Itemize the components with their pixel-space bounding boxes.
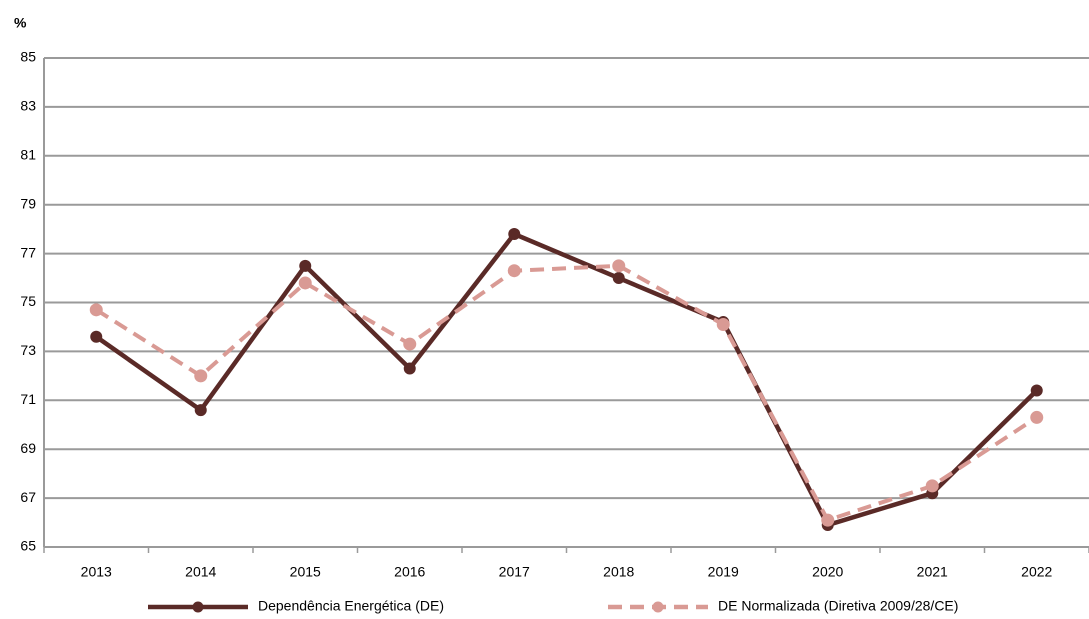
data-point <box>1030 384 1043 397</box>
x-tick-label: 2022 <box>1021 564 1052 580</box>
data-point <box>612 272 625 285</box>
data-point <box>821 513 835 527</box>
data-point <box>507 264 521 278</box>
series-line <box>94 231 1039 528</box>
y-tick-label: 79 <box>20 195 36 211</box>
x-tick-label: 2016 <box>394 564 425 580</box>
data-point <box>194 369 208 383</box>
x-tick-label: 2013 <box>81 564 112 580</box>
y-tick-label: 77 <box>20 244 36 260</box>
data-point <box>612 259 626 273</box>
y-tick-label: 81 <box>20 147 36 163</box>
y-tick-label: 69 <box>20 440 36 456</box>
y-tick-label: 71 <box>20 391 36 407</box>
data-point <box>925 479 939 493</box>
legend-label: DE Normalizada (Diretiva 2009/28/CE) <box>718 598 958 614</box>
data-point <box>403 362 416 375</box>
data-point <box>1030 410 1044 424</box>
x-tick-label: 2017 <box>499 564 530 580</box>
legend-marker <box>192 601 204 613</box>
data-point <box>194 404 207 417</box>
y-tick-label: 85 <box>20 49 36 65</box>
y-tick-label: 75 <box>20 293 36 309</box>
x-tick-label: 2020 <box>812 564 843 580</box>
x-tick-label: 2014 <box>185 564 216 580</box>
x-tick-label: 2015 <box>290 564 321 580</box>
data-point <box>298 276 312 290</box>
y-tick-label: 67 <box>20 489 36 505</box>
x-tick-label: 2019 <box>708 564 739 580</box>
y-axis-label: % <box>14 15 27 31</box>
data-point <box>508 228 521 241</box>
data-point <box>89 303 103 317</box>
data-point <box>403 337 417 351</box>
legend-marker <box>652 601 664 613</box>
x-tick-label: 2018 <box>603 564 634 580</box>
x-tick-label: 2021 <box>917 564 948 580</box>
y-tick-label: 83 <box>20 98 36 114</box>
data-point <box>90 330 103 343</box>
series-line <box>95 263 1038 523</box>
y-tick-label: 73 <box>20 342 36 358</box>
data-point <box>716 318 730 332</box>
y-tick-label: 65 <box>20 538 36 554</box>
data-point <box>299 259 312 272</box>
legend-label: Dependência Energética (DE) <box>258 598 444 614</box>
